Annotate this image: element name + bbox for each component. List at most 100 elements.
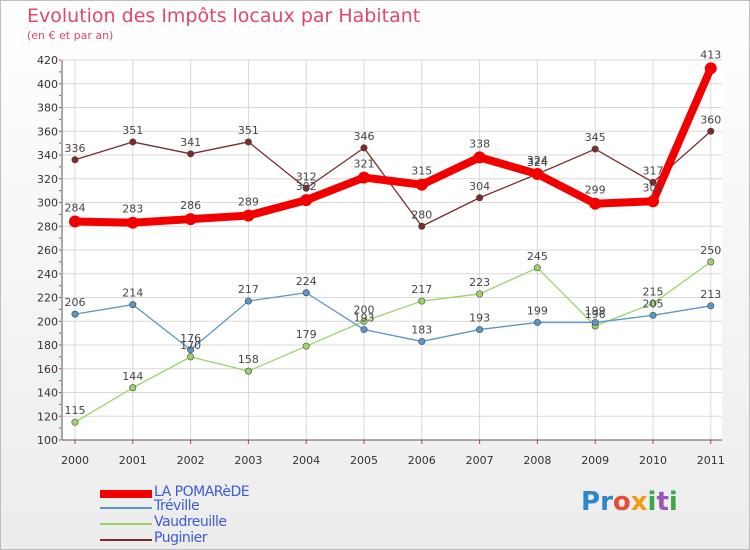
y-tick-label: 120 [37,410,58,423]
data-label-vaudreuille: 144 [122,370,143,383]
data-point-vaudreuille [533,264,541,272]
data-label-tr-ville: 199 [527,304,548,317]
data-point-la-pomar-de [531,168,544,180]
data-point-la-pomar-de [69,215,81,228]
y-tick-label: 320 [37,173,58,186]
data-label-puginier: 360 [700,113,721,126]
y-tick-label: 220 [37,292,58,305]
data-label-puginier: 341 [180,136,201,149]
y-tick-label: 240 [37,268,58,281]
data-point-tr-ville [302,289,310,297]
data-label-puginier: 336 [65,142,86,155]
x-tick-label: 2010 [639,454,667,467]
data-label-tr-ville: 193 [469,312,490,325]
legend-swatch [100,507,152,509]
x-tick-label: 2003 [234,454,262,467]
data-label-vaudreuille: 115 [65,404,86,417]
series-layer [69,62,717,426]
data-label-la-pomar-de: 302 [296,180,317,193]
data-label-la-pomar-de: 338 [469,137,490,150]
page-title: Evolution des Impôts locaux par Habitant [27,5,421,27]
series-line-puginier [74,130,712,227]
data-point-vaudreuille [649,299,657,307]
data-point-tr-ville [591,318,599,326]
data-point-la-pomar-de [126,216,139,229]
data-label-tr-ville: 206 [65,296,86,309]
data-label-vaudreuille: 245 [527,250,548,263]
x-tick-label: 2004 [292,454,320,467]
data-point-puginier [71,156,79,164]
x-tick-label: 2006 [408,454,436,467]
data-label-la-pomar-de: 301 [643,181,664,194]
data-point-tr-ville [187,346,195,354]
data-point-tr-ville [244,297,252,305]
data-label-puginier: 351 [122,124,143,137]
data-point-vaudreuille [302,342,310,350]
data-label-la-pomar-de: 315 [411,165,432,178]
data-point-puginier [360,144,368,152]
y-tick-label: 160 [37,363,58,376]
legend-label: Vaudreuille [154,514,227,530]
data-point-la-pomar-de [647,195,659,208]
data-point-vaudreuille [707,258,715,266]
x-tick-label: 2011 [697,454,725,467]
data-point-puginier [129,138,137,146]
y-tick-label: 180 [37,339,58,352]
data-label-tr-ville: 205 [643,297,664,310]
page-subtitle: (en € et par an) [27,29,114,42]
data-label-la-pomar-de: 286 [180,199,201,212]
data-label-puginier: 317 [643,164,664,177]
data-label-tr-ville: 217 [238,283,259,296]
data-label-la-pomar-de: 321 [354,158,375,171]
data-point-la-pomar-de [184,213,197,226]
data-point-vaudreuille [244,367,252,375]
data-point-puginier [476,194,484,202]
data-point-puginier [187,150,195,158]
data-point-la-pomar-de [415,178,428,191]
data-label-puginier: 312 [296,170,317,183]
y-tick-label: 420 [37,54,58,67]
y-tick-label: 280 [37,220,58,233]
data-label-puginier: 345 [585,131,606,144]
x-tick-label: 2002 [177,454,205,467]
data-point-vaudreuille [360,317,368,325]
data-point-puginier [418,222,426,230]
data-point-vaudreuille [418,297,426,305]
data-label-la-pomar-de: 299 [585,184,606,197]
legend-label: Tréville [154,498,200,514]
data-label-tr-ville: 199 [585,304,606,317]
data-point-tr-ville [533,318,541,326]
data-point-puginier [649,178,657,186]
data-label-la-pomar-de: 324 [527,154,548,167]
data-point-vaudreuille [187,353,195,361]
x-tick-label: 2009 [581,454,609,467]
data-label-vaudreuille: 158 [238,353,259,366]
data-label-puginier: 324 [527,156,548,169]
data-label-vaudreuille: 170 [180,339,201,352]
data-label-puginier: 304 [469,180,490,193]
legend-swatch [100,490,152,498]
data-point-vaudreuille [71,418,79,426]
axes: 100 120 140 160 180 200 220 240 260 280 300 320 340 3… [37,54,725,467]
data-point-la-pomar-de [589,197,602,210]
data-label-la-pomar-de: 289 [238,196,259,209]
x-tick-label: 2000 [61,454,89,467]
y-tick-label: 260 [37,244,58,257]
data-label-tr-ville: 213 [700,288,721,301]
data-label-vaudreuille: 179 [296,328,317,341]
data-point-tr-ville [129,301,137,309]
y-tick-label: 200 [37,315,58,328]
data-label-tr-ville: 214 [122,287,143,300]
data-label-tr-ville: 224 [296,275,317,288]
y-tick-label: 140 [37,387,58,400]
x-tick-label: 2008 [523,454,551,467]
data-point-puginier [591,145,599,153]
x-tick-label: 2007 [466,454,494,467]
legend-label: Puginier [154,530,207,546]
data-point-tr-ville [707,302,715,310]
data-point-puginier [707,127,715,135]
data-point-tr-ville [360,326,368,334]
data-label-puginier: 280 [411,208,432,221]
data-point-la-pomar-de [242,209,255,222]
